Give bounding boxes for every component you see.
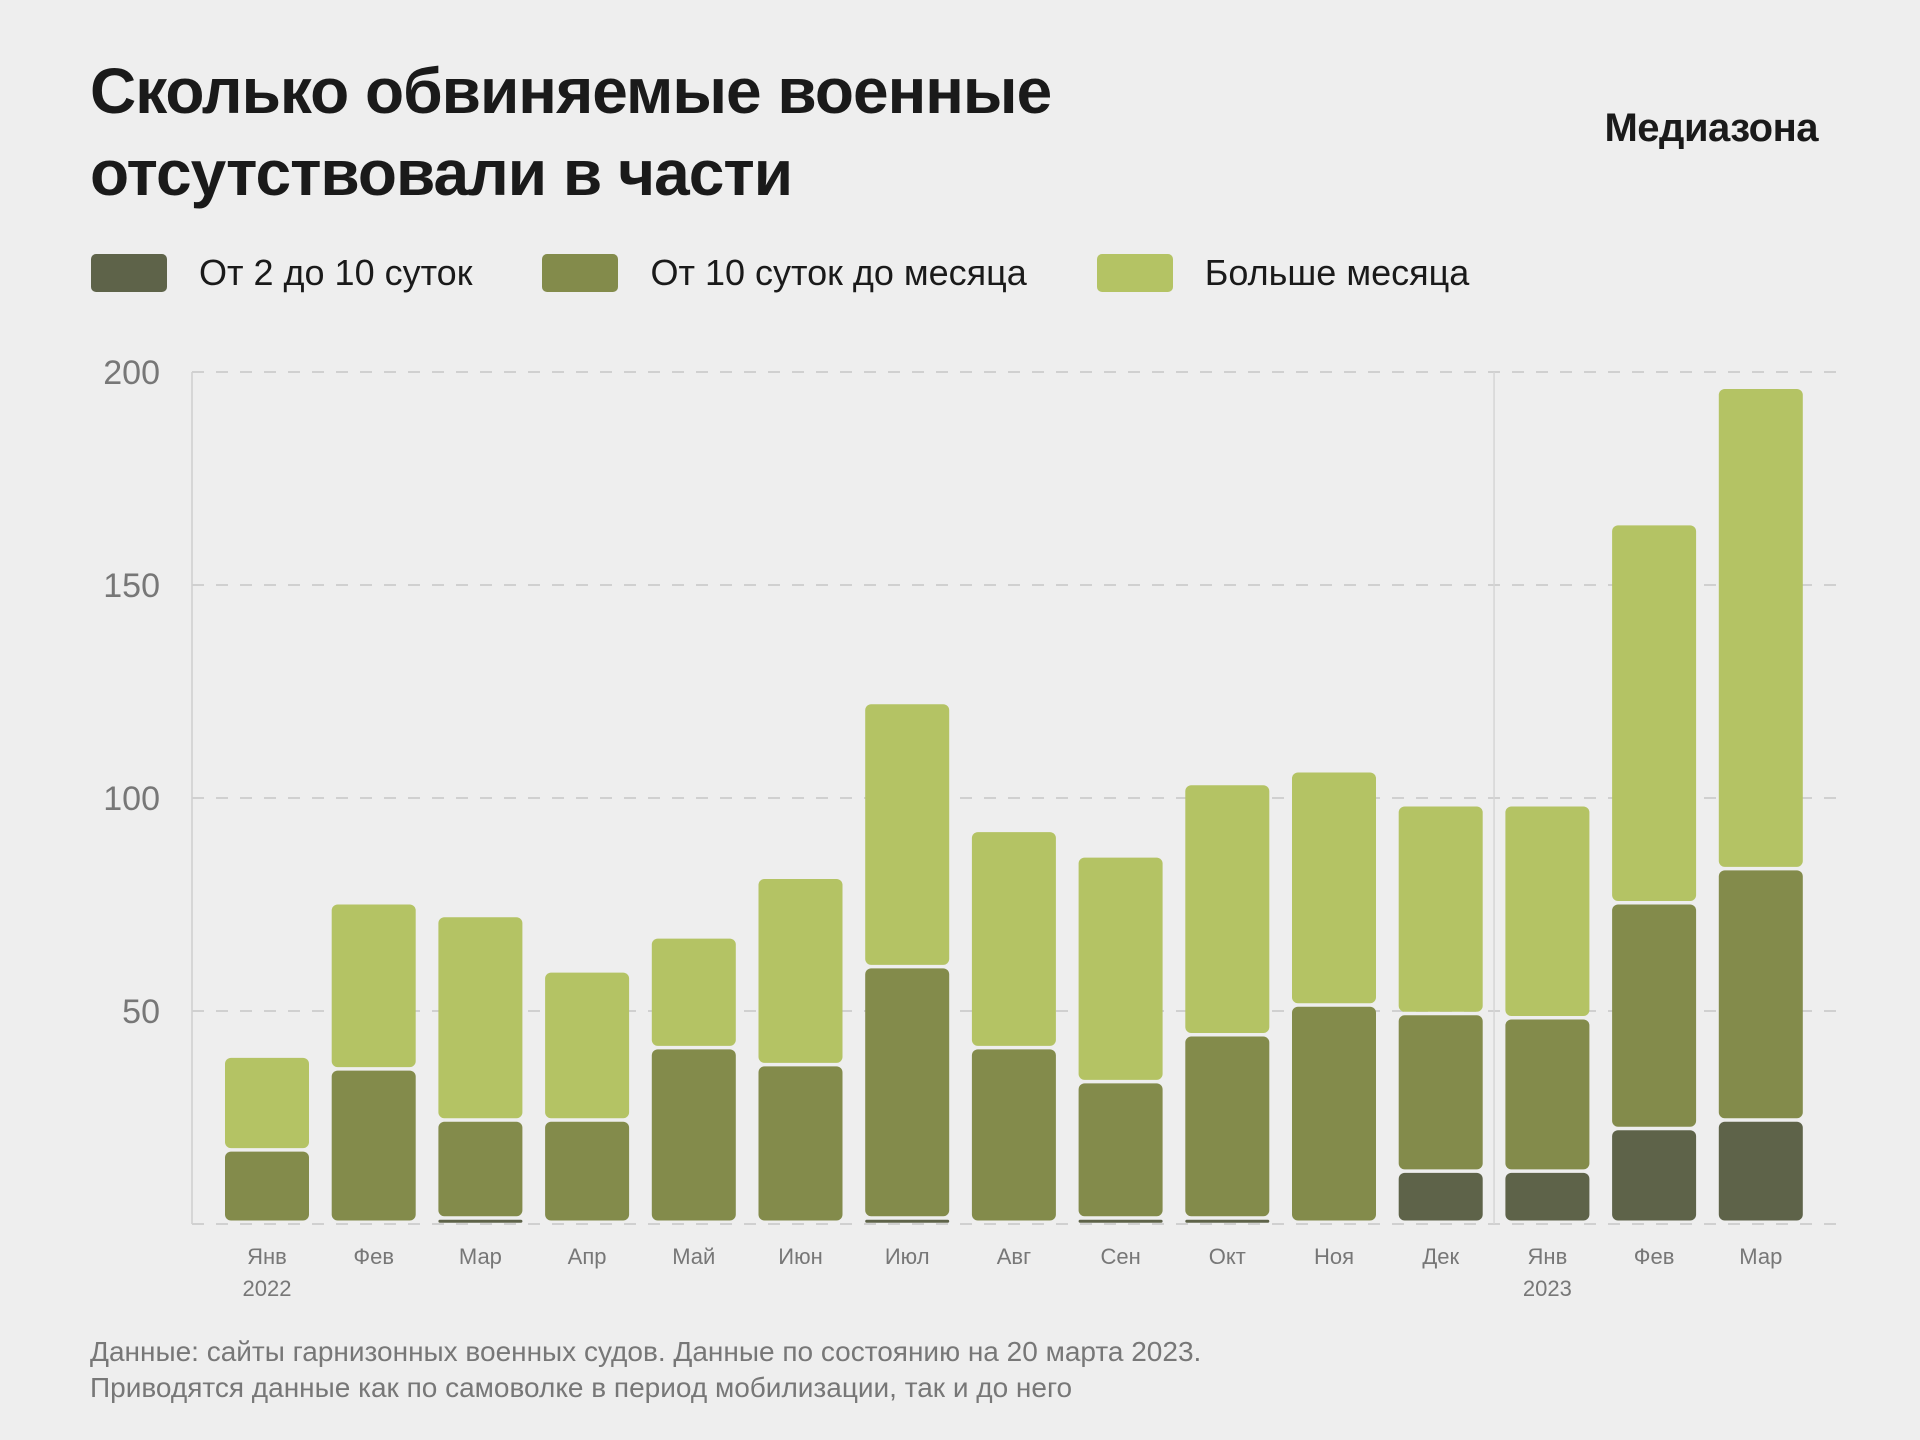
bar-segment-3	[1505, 807, 1589, 1017]
y-tick-label: 200	[103, 354, 160, 392]
bar-segment-3	[865, 704, 949, 965]
x-axis-labels: Янв 2022 Фев Мар Апр Май Июн Июл Авг Сен Окт Ноя Дек…	[243, 1244, 1783, 1301]
bar-segment-2	[1399, 1015, 1483, 1169]
bar-segment-2	[545, 1122, 629, 1221]
bar-segment-2	[1719, 870, 1803, 1118]
bar-segment-2	[865, 968, 949, 1216]
x-tick-label: Май	[672, 1244, 715, 1269]
bar-segment-2	[759, 1066, 843, 1220]
x-tick-label: Янв	[247, 1244, 287, 1269]
bar-segment-2	[1079, 1083, 1163, 1216]
bar-segment-3	[1612, 525, 1696, 901]
bar-segment-3	[1292, 772, 1376, 1003]
source-note: Данные: сайты гарнизонных военных судов.…	[90, 1334, 1201, 1406]
x-tick-label: Мар	[1739, 1244, 1782, 1269]
x-tick-label: Июн	[778, 1244, 822, 1269]
bar-segment-2	[1185, 1037, 1269, 1217]
x-tick-label: Дек	[1422, 1244, 1459, 1269]
x-tick-label: Авг	[997, 1244, 1031, 1269]
bar-segment-1	[865, 1220, 949, 1223]
bar-segment-2	[972, 1049, 1056, 1220]
bar-segment-1	[1719, 1122, 1803, 1221]
y-tick-label: 150	[103, 567, 160, 605]
stacked-bar-chart: 50 100 150 200 Янв 2022 Фев Мар Апр Май Июн Июл Авг…	[0, 0, 1920, 1440]
bar-segment-2	[652, 1049, 736, 1220]
x-tick-label: Сен	[1100, 1244, 1140, 1269]
bar-segment-2	[332, 1071, 416, 1221]
x-tick-label: Мар	[459, 1244, 502, 1269]
bar-segment-3	[759, 879, 843, 1063]
source-line-1: Данные: сайты гарнизонных военных судов.…	[90, 1334, 1201, 1370]
bar-segment-3	[332, 905, 416, 1068]
bar-segment-1	[1612, 1130, 1696, 1220]
bar-segment-2	[1505, 1020, 1589, 1170]
bar-segment-3	[972, 832, 1056, 1046]
bar-segment-3	[1185, 785, 1269, 1033]
bar-segment-1	[1079, 1220, 1163, 1223]
bar-segment-3	[1719, 389, 1803, 867]
x-tick-label: Июл	[885, 1244, 930, 1269]
bar-segment-1	[438, 1220, 522, 1223]
x-tick-label: Окт	[1209, 1244, 1246, 1269]
y-tick-label: 50	[122, 993, 160, 1031]
bar-segment-1	[1505, 1173, 1589, 1221]
bar-segment-2	[438, 1122, 522, 1216]
x-tick-label: Янв	[1528, 1244, 1568, 1269]
bar-segment-3	[652, 939, 736, 1046]
source-line-2: Приводятся данные как по самоволке в пер…	[90, 1370, 1201, 1406]
bar-segment-1	[1399, 1173, 1483, 1221]
y-tick-label: 100	[103, 780, 160, 818]
x-tick-year-label: 2023	[1523, 1276, 1572, 1301]
bar-segment-2	[1292, 1007, 1376, 1221]
x-tick-label: Ноя	[1314, 1244, 1354, 1269]
x-tick-label: Апр	[568, 1244, 607, 1269]
bars	[225, 389, 1803, 1223]
bar-segment-2	[225, 1152, 309, 1221]
x-tick-label: Фев	[353, 1244, 394, 1269]
bar-segment-3	[225, 1058, 309, 1148]
bar-segment-3	[545, 973, 629, 1119]
bar-segment-3	[438, 917, 522, 1118]
x-tick-label: Фев	[1634, 1244, 1675, 1269]
bar-segment-3	[1399, 807, 1483, 1012]
bar-segment-2	[1612, 905, 1696, 1127]
bar-segment-3	[1079, 858, 1163, 1080]
x-tick-year-label: 2022	[243, 1276, 292, 1301]
bar-segment-1	[1185, 1220, 1269, 1223]
